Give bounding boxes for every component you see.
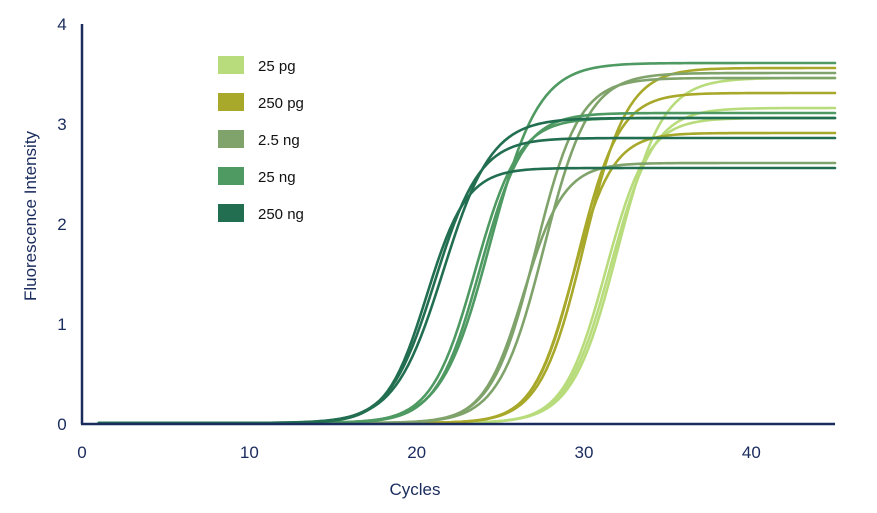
x-tick-label: 20 <box>407 443 426 462</box>
x-tick-label: 0 <box>77 443 86 462</box>
legend-swatch <box>218 130 244 148</box>
legend-label: 25 ng <box>258 169 296 186</box>
legend-item: 25 pg <box>218 56 296 75</box>
y-tick-label: 0 <box>57 415 66 434</box>
series-line <box>97 91 837 425</box>
y-tick-label: 1 <box>57 315 66 334</box>
series-2 <box>97 71 837 425</box>
legend-item: 25 ng <box>218 167 296 186</box>
series-line <box>97 66 837 425</box>
y-tick-labels: 0 1 2 3 4 <box>57 15 66 434</box>
axes <box>80 24 835 426</box>
series-line <box>97 76 837 425</box>
series-1 <box>97 66 837 425</box>
y-axis-label: Fluorescence Intensity <box>21 130 40 301</box>
x-tick-labels: 0 10 20 30 40 <box>77 443 761 462</box>
y-tick-label: 2 <box>57 215 66 234</box>
series-line <box>97 76 837 425</box>
legend-item: 2.5 ng <box>218 130 300 149</box>
series-line <box>97 106 837 425</box>
legend-item: 250 ng <box>218 204 304 223</box>
y-tick-label: 3 <box>57 115 66 134</box>
legend-label: 250 pg <box>258 95 304 112</box>
series-line <box>97 136 837 425</box>
legend-label: 2.5 ng <box>258 132 300 149</box>
legend-item: 250 pg <box>218 93 304 112</box>
x-tick-label: 40 <box>742 443 761 462</box>
legend-label: 250 ng <box>258 206 304 223</box>
series-line <box>97 131 837 425</box>
legend-label: 25 pg <box>258 58 296 75</box>
legend-swatch <box>218 204 244 222</box>
legend-swatch <box>218 93 244 111</box>
legend-swatch <box>218 56 244 74</box>
y-tick-label: 4 <box>57 15 66 34</box>
x-axis-label: Cycles <box>389 480 440 499</box>
legend: 25 pg 250 pg 2.5 ng 25 ng 250 ng <box>218 56 304 223</box>
amplification-curves <box>97 61 837 425</box>
series-0 <box>97 76 837 425</box>
x-tick-label: 30 <box>575 443 594 462</box>
legend-swatch <box>218 167 244 185</box>
x-tick-label: 10 <box>240 443 259 462</box>
series-line <box>97 71 837 425</box>
series-line <box>97 111 837 425</box>
